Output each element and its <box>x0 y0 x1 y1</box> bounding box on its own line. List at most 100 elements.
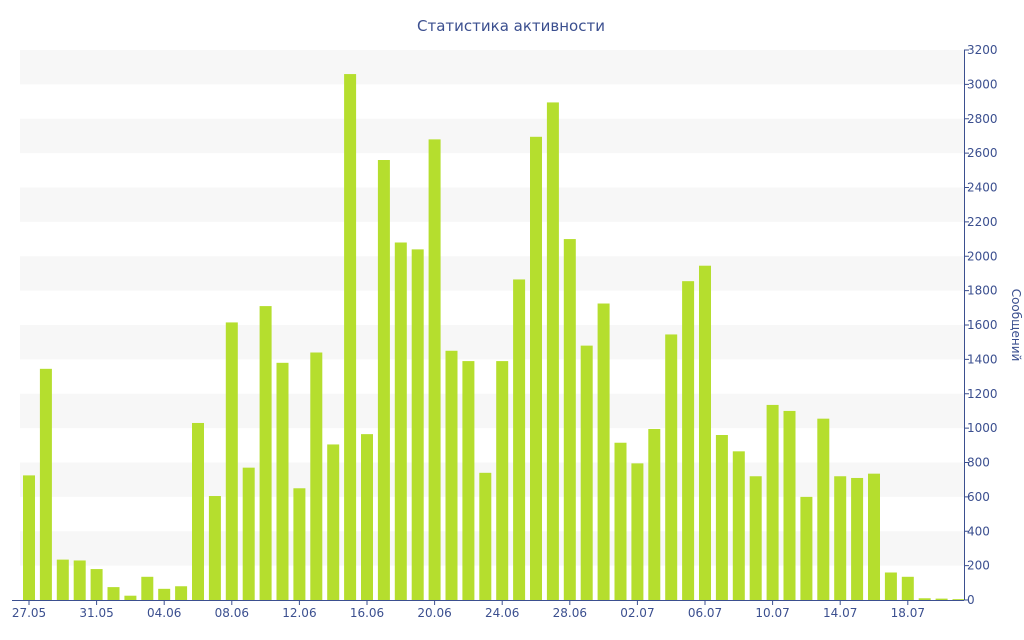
bar[interactable] <box>665 334 678 600</box>
bar[interactable] <box>563 239 576 600</box>
y-tick-label: 1000 <box>967 421 998 435</box>
bar[interactable] <box>175 586 188 600</box>
bar[interactable] <box>276 362 289 600</box>
bar[interactable] <box>394 242 407 601</box>
chart-title: Статистика активности <box>417 17 605 35</box>
grid-band <box>20 462 964 497</box>
bar[interactable] <box>361 434 373 600</box>
bar[interactable] <box>225 322 238 600</box>
y-tick-label: 2000 <box>967 249 998 263</box>
x-tick-label: 28.06 <box>553 606 587 620</box>
bar[interactable] <box>817 418 830 600</box>
x-tick-label: 14.07 <box>823 606 857 620</box>
grid-band <box>20 393 964 429</box>
bar[interactable] <box>242 467 255 600</box>
y-tick-label: 1800 <box>967 284 998 298</box>
y-tick-label: 1600 <box>967 318 998 332</box>
bar[interactable] <box>682 281 695 600</box>
bar[interactable] <box>445 350 458 600</box>
bar[interactable] <box>580 345 593 600</box>
bar[interactable] <box>749 476 762 600</box>
x-tick-label: 20.06 <box>417 606 451 620</box>
y-tick-label: 1400 <box>967 352 998 366</box>
y-tick-label: 2600 <box>967 146 998 160</box>
y-tick-label: 400 <box>967 524 990 538</box>
x-tick-label: 04.06 <box>147 606 181 620</box>
grid-band <box>20 50 964 85</box>
grid-bands <box>20 50 964 566</box>
bar[interactable] <box>428 139 441 600</box>
bar[interactable] <box>783 410 796 600</box>
bar[interactable] <box>293 488 306 600</box>
bar[interactable] <box>73 560 86 600</box>
y-tick-label: 2200 <box>967 215 998 229</box>
bar[interactable] <box>884 572 897 601</box>
bar[interactable] <box>56 559 69 600</box>
x-tick-label: 10.07 <box>755 606 789 620</box>
y-tick-label: 800 <box>967 456 990 470</box>
bar[interactable] <box>327 444 340 600</box>
bar[interactable] <box>834 476 847 600</box>
bar[interactable] <box>597 303 610 600</box>
bar[interactable] <box>479 472 492 600</box>
bar[interactable] <box>715 435 728 600</box>
bar[interactable] <box>546 102 559 600</box>
y-axis-ticks: 0 200 400 600 800 1000 1200 1400 1600 1800 2000 220… <box>964 43 998 607</box>
x-tick-label: 08.06 <box>215 606 249 620</box>
bar[interactable] <box>411 249 424 600</box>
bar[interactable] <box>208 496 221 600</box>
x-tick-label: 06.07 <box>688 606 722 620</box>
grid-band <box>20 187 964 222</box>
bar[interactable] <box>192 422 204 600</box>
bar[interactable] <box>766 404 779 600</box>
bar[interactable] <box>310 352 323 601</box>
bar[interactable] <box>513 279 526 600</box>
bar[interactable] <box>377 160 390 600</box>
bar[interactable] <box>851 477 864 600</box>
bar[interactable] <box>107 587 120 600</box>
bar[interactable] <box>124 595 137 600</box>
bar[interactable] <box>935 598 948 600</box>
bar[interactable] <box>496 361 509 600</box>
y-tick-label: 0 <box>967 593 975 607</box>
y-tick-label: 2400 <box>967 181 998 195</box>
y-tick-label: 600 <box>967 490 990 504</box>
grid-band <box>20 118 964 154</box>
bar[interactable] <box>918 598 931 600</box>
bar[interactable] <box>530 136 542 600</box>
x-tick-label: 31.05 <box>79 606 113 620</box>
y-tick-label: 3200 <box>967 43 998 57</box>
bar[interactable] <box>952 599 965 600</box>
bar[interactable] <box>631 463 644 600</box>
x-tick-label: 16.06 <box>350 606 384 620</box>
grid-band <box>20 325 964 360</box>
bar[interactable] <box>462 361 475 600</box>
bar[interactable] <box>800 496 813 600</box>
bar[interactable] <box>732 451 745 600</box>
bar[interactable] <box>141 576 154 600</box>
bar[interactable] <box>259 306 272 600</box>
x-tick-label: 12.06 <box>282 606 316 620</box>
x-tick-label: 02.07 <box>620 606 654 620</box>
x-axis-ticks: 27.05 31.05 04.06 08.06 12.06 16.06 20.06 24.06… <box>12 600 925 620</box>
bar-series <box>23 74 965 600</box>
x-tick-label: 24.06 <box>485 606 519 620</box>
bar[interactable] <box>614 442 627 600</box>
bar[interactable] <box>901 576 914 600</box>
bar[interactable] <box>648 428 661 600</box>
bar[interactable] <box>699 265 711 600</box>
bar[interactable] <box>23 475 35 600</box>
y-tick-label: 2800 <box>967 112 998 126</box>
bar[interactable] <box>868 473 880 600</box>
y-tick-label: 1200 <box>967 387 998 401</box>
bar[interactable] <box>344 74 357 600</box>
bar[interactable] <box>158 588 171 600</box>
y-axis-title: Сообщений <box>1009 289 1023 362</box>
bar[interactable] <box>39 368 52 600</box>
bar[interactable] <box>90 569 103 600</box>
y-tick-label: 200 <box>967 559 990 573</box>
x-tick-label: 18.07 <box>891 606 925 620</box>
grid-band <box>20 256 964 291</box>
